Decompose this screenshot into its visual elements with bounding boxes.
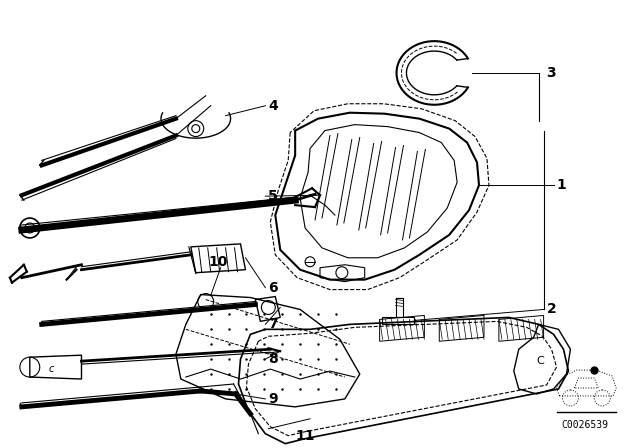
Text: 5: 5 <box>268 189 278 203</box>
Text: 1: 1 <box>557 178 566 192</box>
Text: 7: 7 <box>268 317 278 332</box>
Text: C0026539: C0026539 <box>561 420 609 430</box>
Text: 9: 9 <box>268 392 278 406</box>
Text: 6: 6 <box>268 280 278 295</box>
Text: 11: 11 <box>295 429 315 443</box>
Text: 4: 4 <box>268 99 278 113</box>
Text: 10: 10 <box>209 255 228 269</box>
Text: C: C <box>537 356 545 366</box>
Text: 2: 2 <box>547 302 556 316</box>
Text: 8: 8 <box>268 352 278 366</box>
Text: c: c <box>49 364 54 374</box>
Text: 3: 3 <box>547 66 556 80</box>
